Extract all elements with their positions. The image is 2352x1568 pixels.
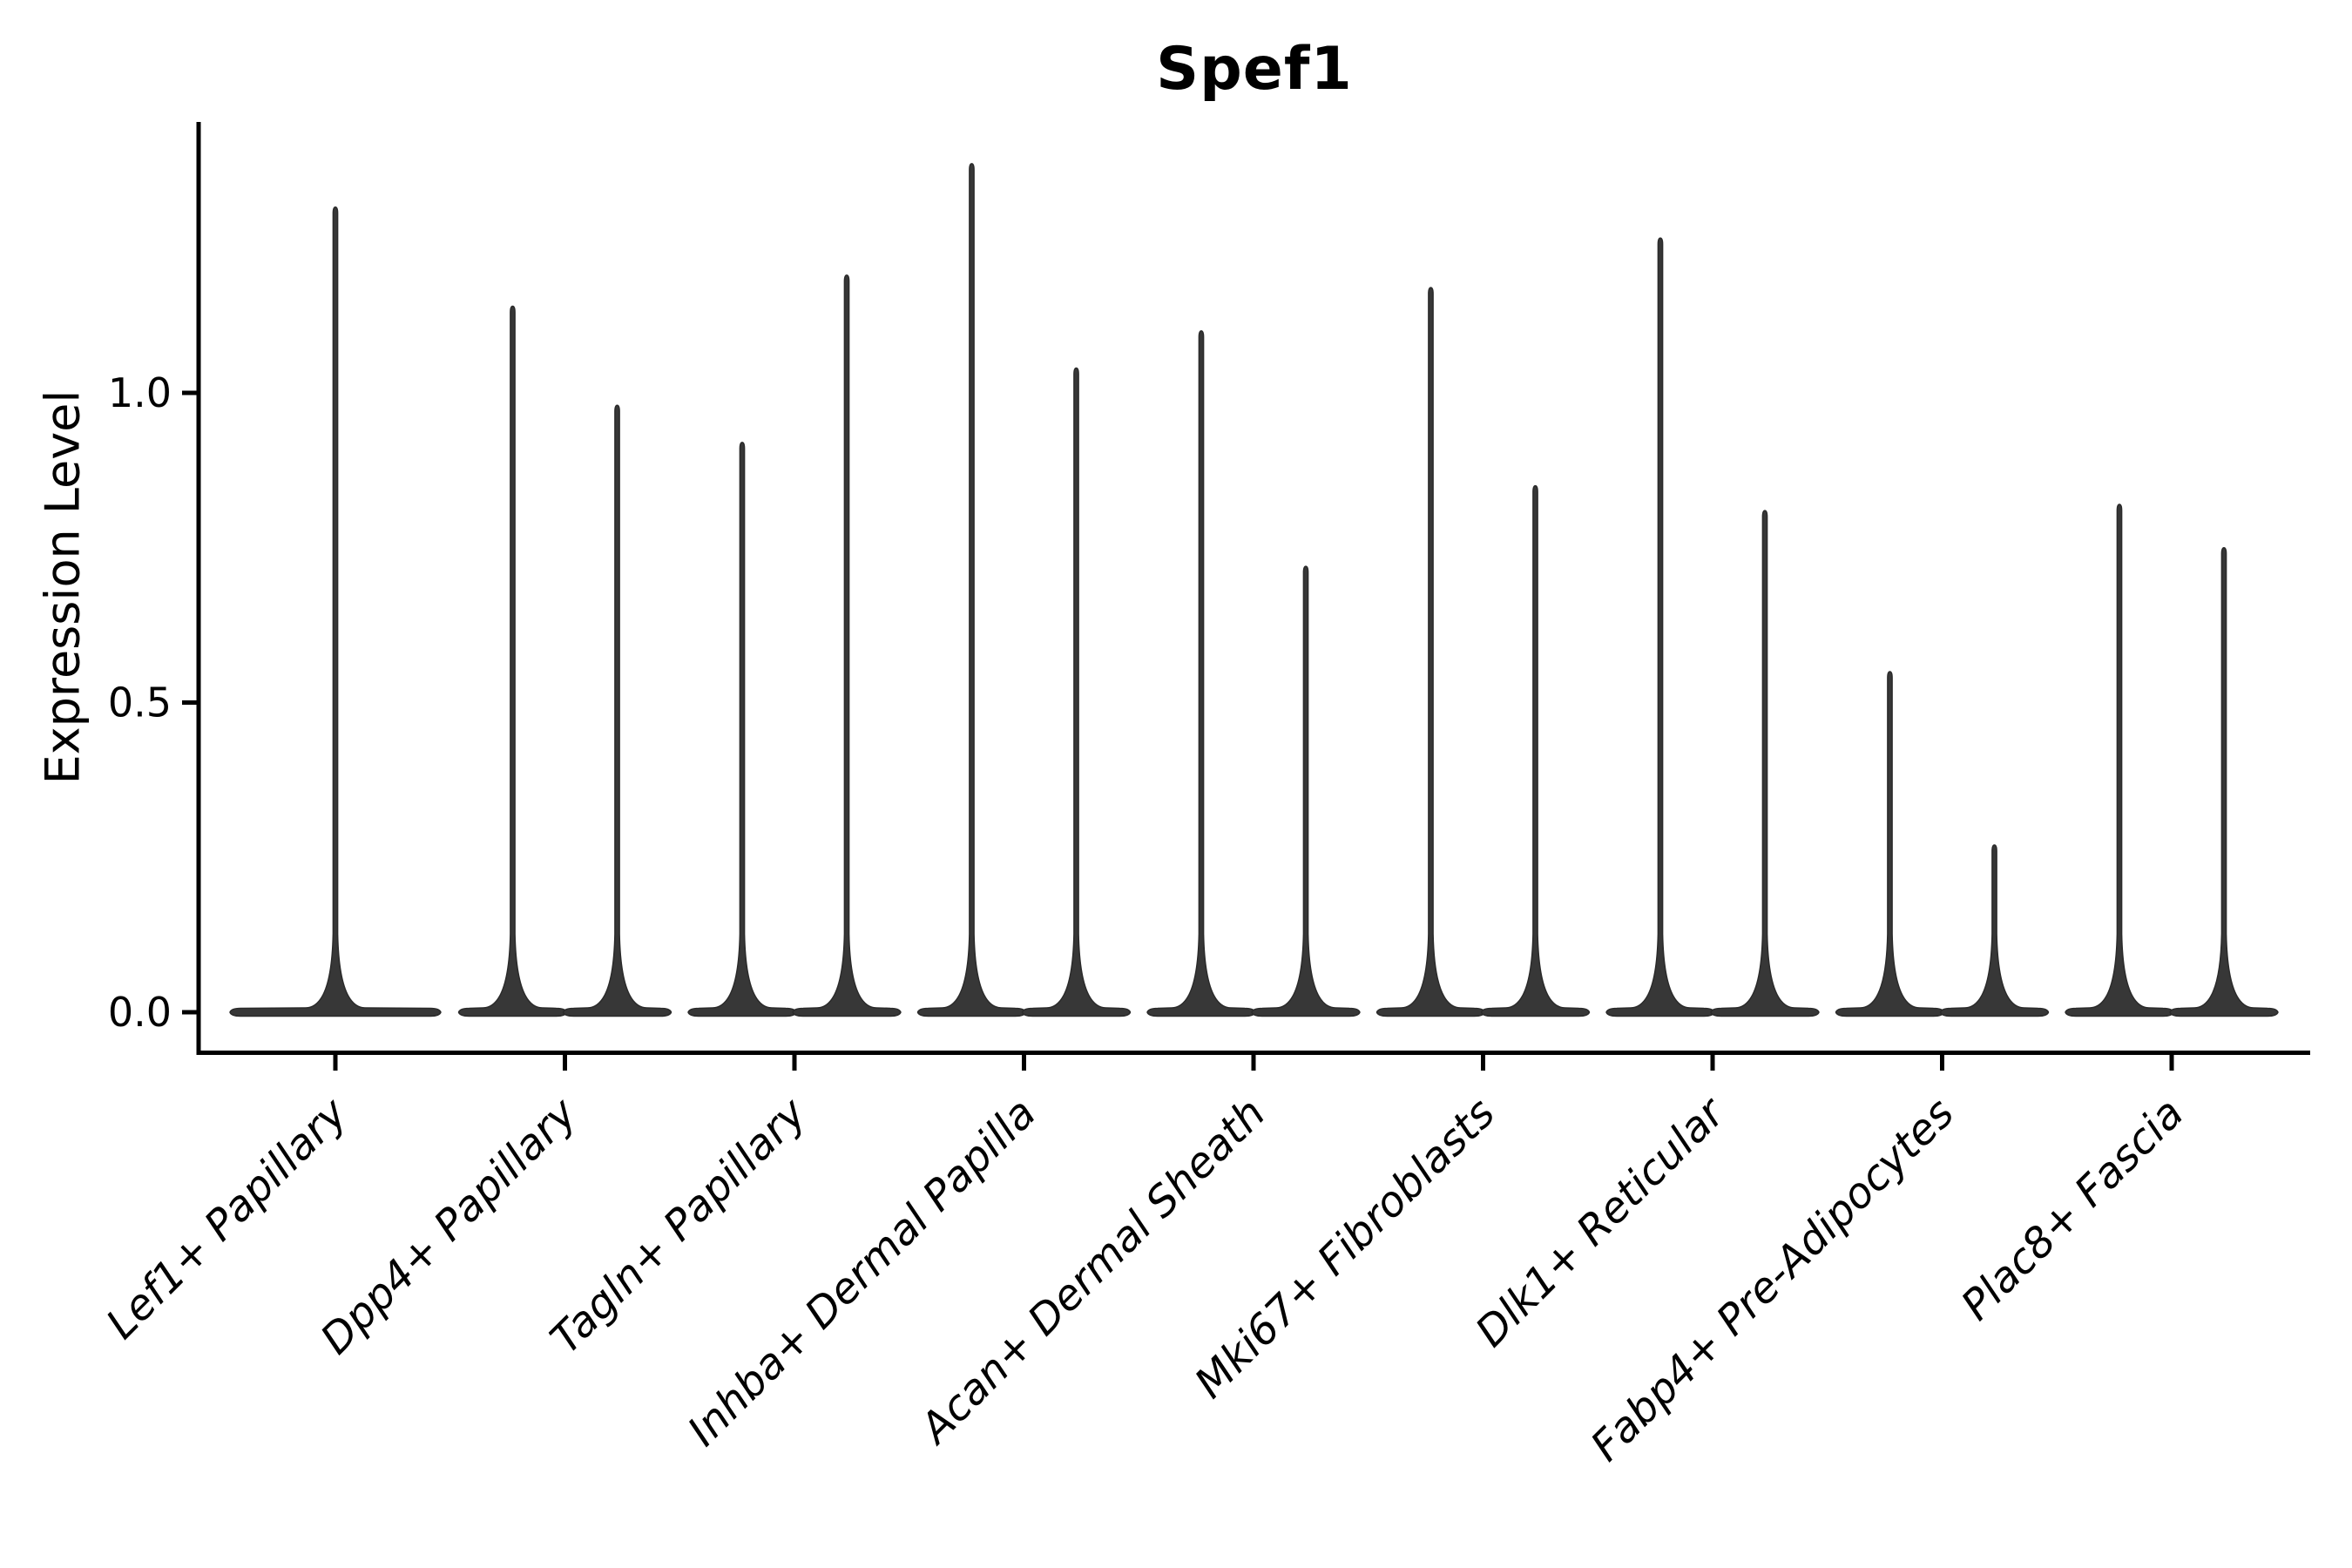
violin-shape [1480,484,1591,1017]
violin-shape [2169,547,2279,1017]
x-tick-label: Dlk1+ Reticular [1466,1087,1736,1357]
violin-shape [1939,844,2050,1017]
y-tick-label: 0.5 [108,679,172,727]
violin-shape [792,274,902,1017]
violin-shape [1375,287,1486,1017]
violin-shape [229,206,442,1017]
violin-shape [1605,237,1715,1017]
x-tick-label: Lef1+ Papillary [97,1088,357,1348]
violin-shape [1710,510,1820,1017]
violin-shape [562,404,672,1017]
violin-shape [1021,367,1132,1017]
violin-shape [687,442,797,1017]
x-tick-label: Tagln+ Papillary [541,1088,816,1363]
y-tick-label: 1.0 [108,369,172,416]
x-tick-label: Plac8+ Fascia [1952,1089,2193,1330]
x-tick-label: Dpp4+ Papillary [311,1088,586,1363]
violin-shape [1251,565,1361,1017]
y-tick-label: 0.0 [108,989,172,1036]
violin-shape [916,163,1027,1017]
violin-shape [2065,504,2174,1017]
chart-title: Spef1 [1156,35,1353,104]
x-tick-label: Fabp4+ Pre-Adipocytes [1581,1089,1963,1471]
violin-shape [1835,671,1945,1017]
violin-shape [1146,330,1256,1017]
violin-shape [457,305,568,1017]
